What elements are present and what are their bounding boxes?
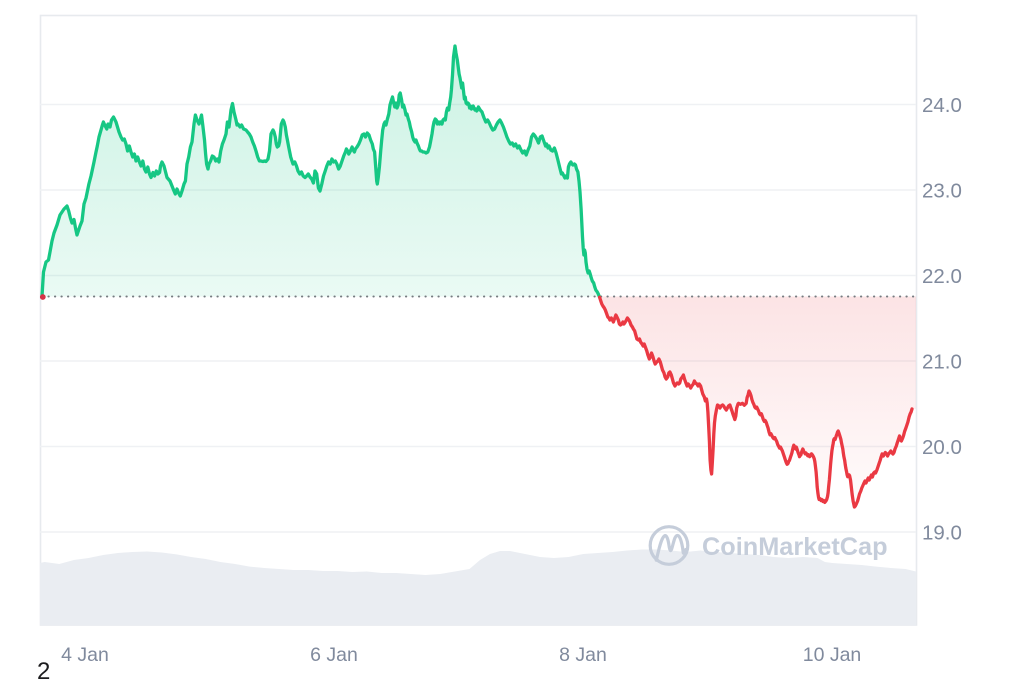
svg-text:8 Jan: 8 Jan: [559, 644, 607, 666]
svg-text:21.0: 21.0: [922, 351, 962, 374]
svg-text:2: 2: [37, 658, 50, 683]
svg-text:19.0: 19.0: [922, 522, 962, 545]
svg-text:22.0: 22.0: [922, 265, 962, 288]
svg-text:23.0: 23.0: [922, 180, 962, 203]
svg-text:24.0: 24.0: [922, 94, 962, 117]
svg-text:20.0: 20.0: [922, 436, 962, 459]
svg-text:6 Jan: 6 Jan: [310, 644, 358, 666]
svg-text:CoinMarketCap: CoinMarketCap: [702, 533, 888, 561]
svg-text:10 Jan: 10 Jan: [803, 644, 862, 666]
svg-text:4 Jan: 4 Jan: [61, 644, 109, 666]
